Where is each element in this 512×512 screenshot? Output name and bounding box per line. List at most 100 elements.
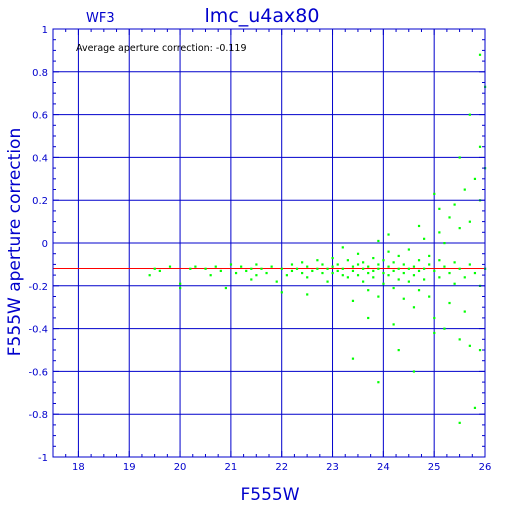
scatter-point (438, 207, 441, 210)
scatter-point (397, 254, 400, 258)
scatter-point (377, 267, 380, 270)
scatter-point (407, 280, 410, 283)
scatter-point (433, 192, 436, 195)
chart-title: lmc_u4ax80 (205, 5, 320, 27)
axis-ticks (52, 28, 486, 458)
scatter-point (224, 286, 227, 290)
scatter-point (372, 276, 375, 279)
scatter-point (417, 289, 421, 292)
y-tick-label: 0.2 (32, 196, 48, 207)
scatter-point (245, 269, 248, 273)
scatter-point (270, 265, 273, 268)
scatter-point (362, 267, 365, 270)
x-tick-label: 19 (123, 462, 136, 473)
scatter-point (341, 274, 344, 277)
scatter-point (153, 267, 156, 270)
scatter-point (397, 267, 400, 270)
scatter-point (458, 267, 461, 270)
scatter-point (250, 278, 253, 281)
scatter-point (377, 239, 380, 243)
scatter-point (316, 267, 319, 270)
scatter-point (209, 274, 212, 277)
x-axis-label: F555W (240, 485, 299, 505)
scatter-point (367, 289, 370, 292)
scatter-point (412, 274, 416, 277)
y-tick-label: -0.8 (28, 410, 48, 421)
scatter-point (463, 276, 466, 279)
scatter-point (423, 278, 426, 281)
scatter-point (478, 53, 482, 56)
scatter-point (417, 259, 421, 262)
scatter-point (356, 274, 360, 277)
scatter-point (316, 259, 319, 262)
scatter-point (453, 203, 456, 206)
scatter-point (367, 271, 370, 275)
scatter-point (158, 269, 161, 273)
scatter-point (438, 276, 441, 279)
scatter-point (362, 261, 365, 264)
y-tick-label: 0 (42, 239, 48, 250)
scatter-point (387, 265, 390, 268)
scatter-point (387, 250, 390, 253)
y-tick-label: 0.8 (32, 68, 48, 79)
scatter-point (458, 156, 461, 159)
scatter-point (478, 145, 482, 148)
scatter-point (285, 274, 288, 277)
scatter-point (423, 237, 426, 240)
scatter-point (458, 421, 461, 424)
scatter-point (290, 269, 294, 273)
scatter-point (392, 286, 395, 290)
scatter-point (433, 269, 436, 273)
scatter-point (402, 297, 405, 300)
x-tick-label: 23 (326, 462, 339, 473)
scatter-point (443, 242, 446, 245)
scatter-point (290, 263, 294, 266)
scatter-point (351, 357, 355, 360)
scatter-point (336, 269, 339, 273)
x-tick-label: 25 (428, 462, 441, 473)
scatter-point (214, 265, 217, 268)
scatter-point (240, 265, 243, 268)
scatter-point (468, 263, 471, 266)
scatter-point (387, 233, 390, 236)
scatter-point (438, 231, 441, 234)
scatter-point (397, 349, 400, 352)
scatter-point (397, 278, 400, 281)
tick-labels: 18 19 20 21 22 23 24 25 26 1 0.8 0.6 0.4 0.2 0 -0.2 -0.4… (28, 25, 491, 473)
scatter-point (351, 269, 355, 273)
scatter-point (448, 216, 451, 219)
scatter-point (179, 282, 182, 285)
y-tick-label: -0.2 (28, 282, 48, 293)
average-correction-annotation: Average aperture correction: -0.119 (76, 43, 247, 54)
scatter-point (372, 256, 375, 260)
scatter-point (417, 224, 421, 228)
scatter-point (234, 271, 238, 275)
scatter-point (255, 274, 258, 277)
grid-lines (53, 29, 486, 457)
x-tick-label: 22 (275, 462, 288, 473)
scatter-point (463, 310, 466, 313)
scatter-point (377, 295, 380, 298)
scatter-point (412, 265, 416, 268)
scatter-point (280, 291, 283, 294)
scatter-point (331, 256, 334, 260)
x-tick-label: 18 (72, 462, 85, 473)
scatter-point (423, 267, 426, 270)
y-tick-label: 0.4 (32, 153, 48, 164)
scatter-point (356, 252, 360, 255)
chart-subtitle: WF3 (86, 11, 115, 26)
scatter-point (377, 263, 380, 266)
scatter-point (448, 271, 451, 275)
scatter-point (402, 271, 405, 275)
scatter-point (428, 263, 431, 266)
y-tick-label: -1 (38, 453, 48, 464)
scatter-point (351, 299, 355, 302)
scatter-point (443, 327, 446, 330)
y-axis-label: F555W aperture correction (5, 128, 25, 356)
scatter-point (463, 188, 466, 191)
scatter-point (341, 267, 344, 270)
scatter-point (392, 261, 395, 264)
scatter-point (306, 276, 309, 279)
